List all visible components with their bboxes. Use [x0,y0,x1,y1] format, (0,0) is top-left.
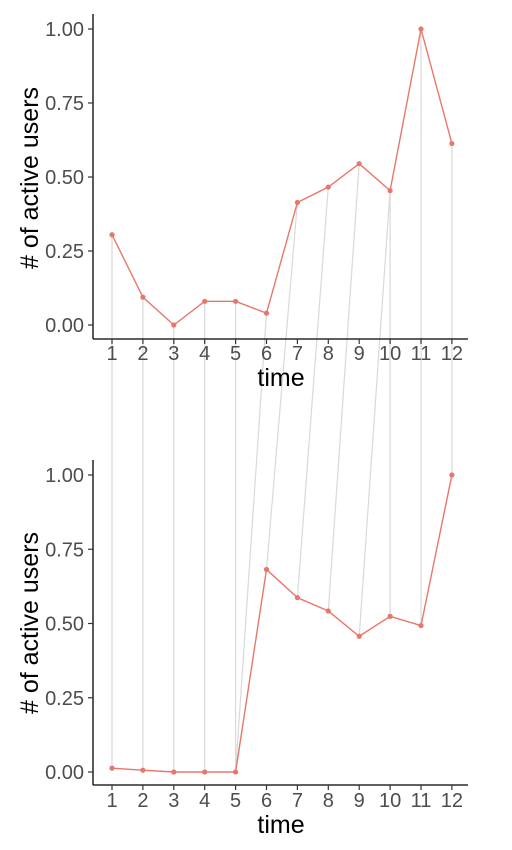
x-tick-label: 2 [137,343,148,365]
y-tick-label: 0.75 [45,539,84,561]
x-tick-label: 4 [199,343,210,365]
x-tick-label: 12 [441,790,463,812]
y-axis-title: # of active users [16,87,44,269]
x-tick-label: 5 [230,343,241,365]
data-point [140,294,146,300]
bottom-panel: 0.000.250.500.751.001 2 3 4 5 6 7 8 9 10 11 12time#… [16,460,468,839]
alignment-connectors [111,29,453,773]
x-tick-label: 11 [411,343,432,365]
y-tick-label: 0.25 [45,688,84,710]
alignment-connector [327,163,360,612]
data-point [294,595,300,601]
data-point [202,298,208,304]
x-tick-label: 9 [354,343,365,365]
y-tick-label: 0.50 [45,614,84,636]
x-tick-label: 7 [292,790,303,812]
data-point [325,608,331,614]
data-point [263,566,270,573]
x-tick-label: 12 [441,343,463,365]
data-point [109,765,115,771]
data-point [233,769,239,775]
data-point [140,767,146,773]
x-tick-label: 7 [292,343,303,365]
x-tick-label: 3 [168,790,179,812]
x-tick-label: 6 [261,790,272,812]
data-point [356,161,362,167]
alignment-connector [265,202,298,570]
x-axis-title: time [257,811,304,839]
data-point [294,199,300,206]
top-panel: 0.000.250.500.751.001 2 3 4 5 6 7 8 9 10 11 12time#… [16,14,468,392]
data-point [387,188,393,194]
data-point [263,310,270,316]
alignment-connector [358,190,391,637]
x-tick-label: 10 [379,790,401,812]
x-tick-label: 8 [323,343,334,365]
y-tick-label: 0.00 [45,315,84,337]
y-tick-label: 1.00 [45,465,84,487]
alignment-connector [296,187,329,598]
data-point [356,633,362,639]
series-line [111,28,453,326]
x-tick-label: 9 [354,790,365,812]
x-tick-label: 1 [106,790,117,812]
data-point [109,232,115,238]
y-tick-label: 0.75 [45,93,84,115]
alignment-connector [235,313,268,773]
y-axis-title: # of active users [16,532,44,714]
data-point [387,613,393,619]
data-point [171,769,177,775]
x-tick-label: 1 [106,343,117,365]
y-tick-label: 0.50 [45,167,84,189]
x-tick-label: 4 [199,790,210,812]
data-point [202,769,208,775]
x-tick-label: 5 [230,790,241,812]
x-axis-title: time [257,364,304,392]
x-tick-label: 10 [379,343,401,365]
x-tick-label: 8 [323,790,334,812]
data-point [449,472,455,478]
y-tick-label: 0.00 [45,762,84,784]
data-point [418,26,424,32]
y-tick-label: 1.00 [45,19,84,41]
data-point [418,622,424,629]
data-point [449,140,455,147]
data-point [171,322,177,328]
x-tick-label: 11 [411,790,432,812]
data-point [233,298,239,304]
data-point [325,184,331,190]
x-tick-label: 2 [137,790,148,812]
x-tick-label: 6 [261,343,272,365]
y-tick-label: 0.25 [45,241,84,263]
x-tick-label: 3 [168,343,179,365]
series-line [111,474,453,773]
